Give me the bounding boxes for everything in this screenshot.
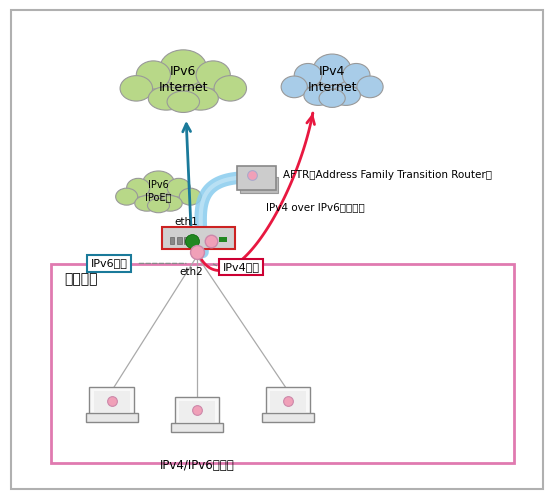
FancyBboxPatch shape [162, 227, 234, 249]
FancyBboxPatch shape [175, 397, 219, 426]
Ellipse shape [214, 76, 247, 101]
Bar [179, 401, 215, 422]
Text: eth1: eth1 [174, 217, 198, 227]
Bar [51, 264, 514, 463]
Ellipse shape [135, 196, 159, 211]
Ellipse shape [331, 85, 360, 105]
Bar [270, 391, 306, 412]
FancyBboxPatch shape [237, 166, 276, 190]
Ellipse shape [179, 188, 201, 205]
Ellipse shape [147, 199, 170, 213]
Ellipse shape [127, 178, 191, 207]
FancyBboxPatch shape [89, 387, 134, 416]
Text: AFTR（Address Family Transition Router）: AFTR（Address Family Transition Router） [283, 170, 491, 180]
Ellipse shape [136, 61, 171, 89]
FancyBboxPatch shape [262, 413, 314, 422]
Text: IPv4
Internet: IPv4 Internet [307, 65, 357, 94]
FancyBboxPatch shape [266, 387, 310, 416]
Text: eth2: eth2 [179, 267, 203, 277]
Ellipse shape [148, 87, 184, 110]
Text: IPv4/IPv6ホスト: IPv4/IPv6ホスト [160, 459, 234, 472]
Bar [219, 237, 227, 242]
Ellipse shape [136, 60, 230, 103]
Text: ルーター: ルーター [65, 272, 98, 286]
FancyBboxPatch shape [171, 423, 223, 432]
Bar [94, 391, 130, 412]
Text: IPv6
IPoE網: IPv6 IPoE網 [145, 180, 172, 202]
Ellipse shape [182, 87, 218, 110]
Bar [184, 237, 189, 244]
Ellipse shape [167, 178, 191, 197]
Text: IPv4通信: IPv4通信 [223, 262, 260, 272]
Ellipse shape [158, 196, 182, 211]
Ellipse shape [120, 76, 152, 101]
Ellipse shape [127, 178, 150, 197]
Ellipse shape [281, 76, 307, 98]
FancyBboxPatch shape [86, 413, 137, 422]
Ellipse shape [304, 85, 333, 105]
Bar [177, 237, 182, 244]
Text: IPv4 over IPv6トンネル: IPv4 over IPv6トンネル [266, 202, 365, 212]
Ellipse shape [116, 188, 137, 205]
Ellipse shape [142, 171, 175, 196]
Text: IPv6
Internet: IPv6 Internet [158, 65, 208, 94]
Bar [170, 237, 175, 244]
Ellipse shape [196, 61, 230, 89]
Ellipse shape [294, 62, 370, 100]
Ellipse shape [313, 54, 351, 85]
Ellipse shape [357, 76, 383, 98]
Ellipse shape [342, 63, 370, 87]
Ellipse shape [294, 63, 322, 87]
Text: IPv6通信: IPv6通信 [90, 258, 127, 268]
Ellipse shape [167, 91, 199, 112]
Ellipse shape [319, 89, 345, 107]
Ellipse shape [160, 50, 207, 87]
FancyBboxPatch shape [240, 177, 278, 194]
